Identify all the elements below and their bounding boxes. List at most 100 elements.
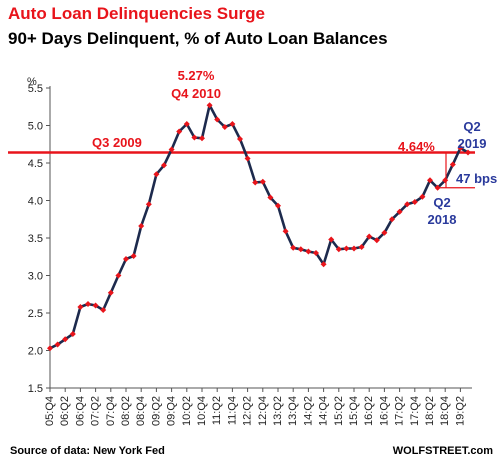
data-point [320,261,327,268]
data-point [62,336,69,343]
brand-logo-text: WOLFSTREET.com [392,445,493,457]
x-tick-label: 08:Q2 [120,396,132,426]
x-tick-label: 07:Q2 [90,396,102,426]
x-tick-label: 18:Q4 [439,396,451,426]
data-point [267,194,274,201]
data-point [176,128,183,135]
x-tick-label: 15:Q2 [333,396,345,426]
x-tick-label: 14:Q2 [302,396,314,426]
y-tick-label: 3.0 [28,271,43,283]
x-tick-label: 06:Q4 [74,396,86,426]
data-point [465,149,471,156]
reference-value-label: 4.64% [398,139,435,154]
data-point [449,161,456,168]
data-point [252,179,259,186]
x-tick-label: 17:Q2 [394,396,406,426]
x-tick-label: 10:Q2 [181,396,193,426]
y-tick-label: 1.5 [28,383,43,395]
data-point [107,289,114,296]
data-point [290,244,297,251]
data-point [328,236,335,243]
data-point [427,177,433,184]
data-point [457,145,464,151]
y-tick-label: 4.5 [28,158,43,170]
data-point [92,302,99,309]
data-point [305,248,312,255]
peak-value-label: 5.27% [178,68,215,83]
data-point [358,244,365,250]
data-point [77,304,84,310]
bps-label: 47 bps [456,171,497,186]
x-tick-label: 09:Q4 [166,396,178,426]
data-point [138,223,145,229]
q3-2009-label: Q3 2009 [92,135,142,150]
data-point [229,121,236,127]
data-point [396,208,403,215]
y-tick-label: 2.5 [28,308,43,320]
x-tick-label: 10:Q4 [196,396,208,426]
y-axis: 1.5 2.0 2.5 3.0 3.5 4.0 4.5 5.0 5.5% [27,76,51,395]
chart-subtitle: 90+ Days Delinquent, % of Auto Loan Bala… [8,29,388,48]
data-point [275,202,281,209]
q2-2019-label: Q2 2019 [458,119,487,151]
bps-bracket [436,152,475,189]
data-point [123,256,129,262]
data-point [335,246,342,253]
data-point [373,237,380,244]
data-point [244,155,251,162]
data-point [206,102,213,109]
x-tick-label: 11:Q4 [226,396,238,425]
data-point [297,246,304,253]
data-point [366,233,373,240]
y-tick-label: 5.5 [28,83,43,95]
x-tick-label: 13:Q4 [287,396,299,426]
x-tick-label: 06:Q2 [59,396,71,426]
data-point [389,216,395,223]
data-point [442,177,449,184]
data-point [85,301,91,307]
data-point [404,201,411,208]
annotations: 5.27% Q4 2010 Q3 2009 4.64% Q2 2019 Q2 2018 47 b… [92,68,497,227]
x-tick-label: 13:Q2 [272,396,284,426]
y-tick-label: 5.0 [28,121,43,133]
data-point [381,229,388,236]
data-point [153,171,160,178]
chart-title: Auto Loan Delinquencies Surge [8,4,265,23]
data-point [145,201,152,208]
x-tick-label: 12:Q2 [242,396,254,426]
data-point [168,146,175,153]
data-point [191,134,198,141]
data-point [214,116,221,123]
y-axis-unit: % [27,76,37,88]
x-tick-label: 09:Q2 [150,396,162,426]
y-tick-label: 4.0 [28,196,43,208]
x-tick-label: 07:Q4 [105,396,117,426]
x-tick-label: 16:Q4 [378,396,390,426]
data-point [259,178,266,185]
data-point [221,124,228,130]
data-point [54,341,61,348]
x-tick-label: 11:Q2 [211,396,223,425]
x-tick-label: 19:Q2 [454,396,466,426]
x-tick-label: 05:Q4 [44,396,56,426]
data-point [351,245,357,252]
data-point [199,135,205,142]
x-tick-label: 12:Q4 [257,396,269,426]
data-point [237,136,243,142]
x-tick-label: 18:Q2 [424,396,436,426]
x-tick-label: 16:Q2 [363,396,375,426]
x-tick-label: 17:Q4 [409,396,421,426]
x-axis: 05:Q4 06:Q2 06:Q4 07:Q2 07:Q4 08:Q2 08:Q4 09:Q2… [44,387,472,426]
data-point [161,162,167,169]
data-point [130,253,137,259]
q2-2018-label: Q2 2018 [428,195,457,227]
data-markers [47,102,471,352]
data-point [47,345,53,352]
data-point [419,193,426,200]
data-point [343,245,350,252]
data-point [411,199,418,205]
source-note: Source of data: New York Fed [10,445,165,457]
x-tick-label: 15:Q4 [348,396,360,426]
y-tick-label: 3.5 [28,233,43,245]
